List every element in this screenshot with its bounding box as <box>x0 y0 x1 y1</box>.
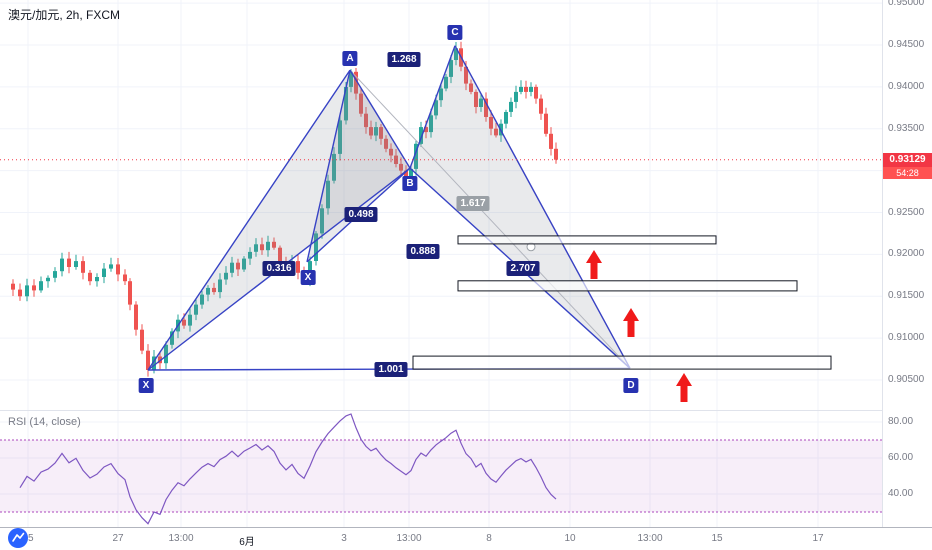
last-price-value: 0.93129 <box>883 152 932 167</box>
pattern-label-1.001[interactable]: 1.001 <box>374 362 408 377</box>
rsi-indicator-label[interactable]: RSI (14, close) <box>8 416 81 428</box>
pattern-label-1.268[interactable]: 1.268 <box>387 52 421 67</box>
pattern-label-D[interactable]: D <box>623 378 639 393</box>
tradingview-logo[interactable] <box>8 528 28 548</box>
pattern-label-X[interactable]: X <box>300 270 316 285</box>
price-tick: 0.93500 <box>888 122 925 134</box>
last-price-label: 0.93129 54:28 <box>883 152 932 179</box>
time-tick: 13:00 <box>168 533 194 544</box>
up-arrow-icon <box>586 250 602 279</box>
bar-countdown: 54:28 <box>883 166 932 179</box>
time-tick: 27 <box>112 533 124 544</box>
xabcd-pattern[interactable] <box>147 45 631 371</box>
pattern-label-0.316[interactable]: 0.316 <box>262 261 296 276</box>
time-tick: 25 <box>22 533 34 544</box>
time-tick: 8 <box>486 533 492 544</box>
price-tick: 0.91500 <box>888 290 925 302</box>
price-tick: 0.95000 <box>888 0 925 9</box>
tradingview-logo-icon <box>8 528 28 548</box>
up-arrows[interactable] <box>586 250 692 402</box>
pattern-label-C[interactable]: C <box>447 25 463 40</box>
rsi-tick: 40.00 <box>888 488 914 499</box>
price-tick: 0.90500 <box>888 374 925 385</box>
pattern-label-A[interactable]: A <box>342 51 358 66</box>
time-tick: 17 <box>812 533 824 544</box>
time-tick: 13:00 <box>396 533 422 544</box>
time-tick: 6月 <box>239 537 255 548</box>
pattern-label-2.707[interactable]: 2.707 <box>506 261 540 276</box>
pattern-label-X[interactable]: X <box>138 378 154 393</box>
price-tick: 0.92000 <box>888 248 925 260</box>
pattern-label-0.498[interactable]: 0.498 <box>344 207 378 222</box>
time-tick: 15 <box>711 533 723 544</box>
pattern-label-0.888[interactable]: 0.888 <box>406 244 440 259</box>
rsi-line <box>19 413 557 525</box>
time-tick: 3 <box>341 533 347 544</box>
time-axis[interactable]: 25 27 13:00 6月 3 13:00 8 10 13:00 15 17 <box>0 528 932 550</box>
price-zones[interactable] <box>412 235 832 370</box>
pattern-label-1.617[interactable]: 1.617 <box>456 196 490 211</box>
symbol-title[interactable]: 澳元/加元, 2h, FXCM <box>8 8 121 22</box>
price-tick: 0.94500 <box>888 39 925 50</box>
price-tick: 0.94000 <box>888 80 925 92</box>
rsi-band <box>0 439 882 513</box>
price-axis[interactable]: 0.950000.945000.940000.935000.930000.925… <box>883 0 932 527</box>
time-tick: 10 <box>564 533 576 544</box>
pattern-label-B[interactable]: B <box>402 176 418 191</box>
price-tick: 0.91000 <box>888 332 925 344</box>
rsi-tick: 60.00 <box>888 452 914 463</box>
time-tick: 13:00 <box>637 533 663 544</box>
up-arrow-icon <box>623 308 639 337</box>
rsi-tick: 80.00 <box>888 416 914 427</box>
price-tick: 0.92500 <box>888 206 925 218</box>
up-arrow-icon <box>676 373 692 402</box>
